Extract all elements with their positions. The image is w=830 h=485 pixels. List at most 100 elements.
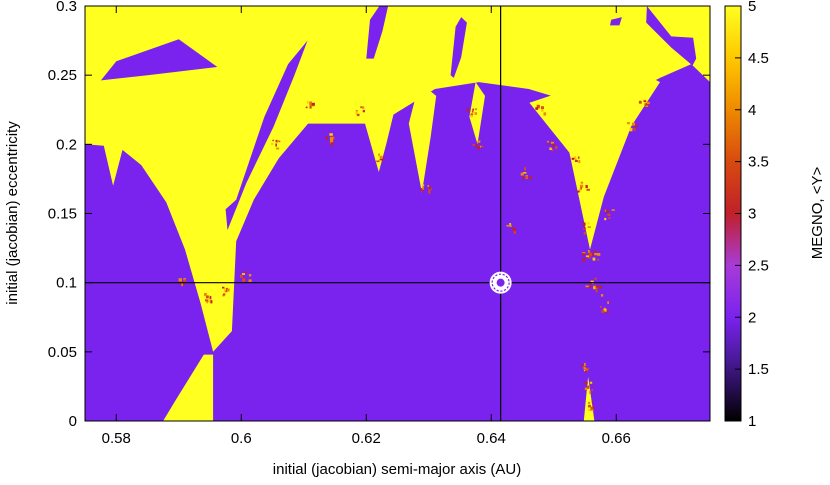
transition-speck <box>275 139 278 143</box>
transition-speck <box>325 136 328 140</box>
transition-speck <box>594 253 598 256</box>
transition-speck <box>181 282 183 286</box>
transition-speck <box>589 252 592 257</box>
transition-speck <box>587 222 590 225</box>
marker-dashed-ring <box>491 273 510 292</box>
transition-speck <box>242 273 245 275</box>
transition-speck <box>591 400 594 403</box>
regular-island <box>646 6 697 66</box>
transition-speck <box>586 188 590 191</box>
transition-speck <box>541 108 544 112</box>
transition-speck <box>522 172 527 174</box>
transition-speck <box>603 308 607 312</box>
y-axis-title: initial (jacobian) eccentricity <box>4 121 21 305</box>
transition-speck <box>379 158 383 161</box>
transition-speck <box>555 146 558 150</box>
transition-speck <box>477 140 480 143</box>
transition-speck <box>604 217 607 221</box>
transition-speck <box>591 252 594 256</box>
transition-speck <box>525 176 528 178</box>
x-tick-label: 0.62 <box>352 430 381 447</box>
transition-speck <box>547 142 550 145</box>
transition-speck <box>607 301 609 304</box>
transition-speck <box>576 190 580 193</box>
transition-speck <box>596 287 599 289</box>
transition-speck <box>638 100 642 104</box>
transition-speck <box>577 156 580 159</box>
colorbar-title: MEGNO, <Y> <box>809 166 826 259</box>
transition-speck <box>646 101 650 105</box>
transition-speck <box>589 390 591 394</box>
transition-speck <box>594 286 597 289</box>
transition-speck <box>583 367 586 370</box>
transition-speck <box>224 290 228 293</box>
transition-speck <box>380 156 383 158</box>
transition-speck <box>634 125 637 129</box>
transition-speck <box>244 271 247 274</box>
transition-speck <box>584 381 588 385</box>
transition-speck <box>205 295 209 299</box>
chaotic-region <box>408 82 437 193</box>
transition-speck <box>471 110 474 113</box>
transition-speck <box>579 184 584 188</box>
chaotic-region <box>469 82 485 145</box>
transition-speck <box>362 110 365 113</box>
transition-speck <box>607 311 610 313</box>
transition-speck <box>422 186 424 190</box>
transition-speck <box>580 187 582 190</box>
transition-speck <box>586 255 589 258</box>
transition-speck <box>429 186 432 190</box>
colorbar-tick-label: 4 <box>748 102 756 119</box>
transition-speck <box>582 366 585 368</box>
transition-speck <box>271 142 274 145</box>
transition-speck <box>585 285 589 288</box>
transition-speck <box>549 147 552 150</box>
colorbar-tick-label: 1 <box>748 413 756 430</box>
y-tick-label: 0 <box>69 413 77 430</box>
transition-speck <box>581 364 583 367</box>
transition-speck <box>632 122 636 126</box>
transition-speck <box>204 293 207 296</box>
transition-speck <box>242 278 246 282</box>
transition-speck <box>310 102 312 106</box>
x-tick-label: 0.6 <box>231 430 252 447</box>
transition-speck <box>356 113 360 117</box>
transition-speck <box>428 190 431 194</box>
x-axis-ticks: 0.58 0.6 0.62 0.64 0.66 <box>102 6 631 447</box>
colorbar-tick-label: 4.5 <box>748 50 769 67</box>
transition-speck <box>574 156 577 159</box>
transition-speck <box>224 288 226 292</box>
transition-speck <box>379 155 382 157</box>
transition-speck <box>592 406 595 410</box>
transition-speck <box>427 185 430 187</box>
transition-speck <box>182 281 185 285</box>
transition-speck <box>593 286 595 289</box>
transition-speck <box>595 289 598 293</box>
colorbar-tick-label: 3 <box>748 206 756 223</box>
transition-speck <box>588 284 592 288</box>
transition-speck <box>635 124 638 127</box>
transition-speck <box>376 160 380 163</box>
regular-island <box>450 17 467 78</box>
transition-speck <box>629 127 633 132</box>
transition-speck <box>578 188 582 192</box>
transition-speck <box>506 224 510 227</box>
transition-speck <box>588 401 591 404</box>
transition-speck <box>594 277 597 280</box>
transition-speck <box>226 288 230 292</box>
x-tick-label: 0.66 <box>602 430 631 447</box>
y-axis-ticks: 0 0.05 0.1 0.15 0.2 0.25 0.3 <box>48 0 710 430</box>
crosshair <box>85 6 710 421</box>
transition-speck <box>223 293 226 296</box>
transition-speck <box>276 147 280 150</box>
transition-speck <box>588 404 591 408</box>
transition-speck <box>590 409 594 411</box>
transition-speck <box>522 176 525 180</box>
transition-speck <box>643 100 647 103</box>
transition-speck <box>475 108 478 111</box>
transition-speck <box>582 222 586 226</box>
y-tick-label: 0.3 <box>56 0 77 15</box>
transition-speck <box>474 144 478 147</box>
transition-speck <box>582 258 586 262</box>
transition-speck <box>470 114 473 118</box>
